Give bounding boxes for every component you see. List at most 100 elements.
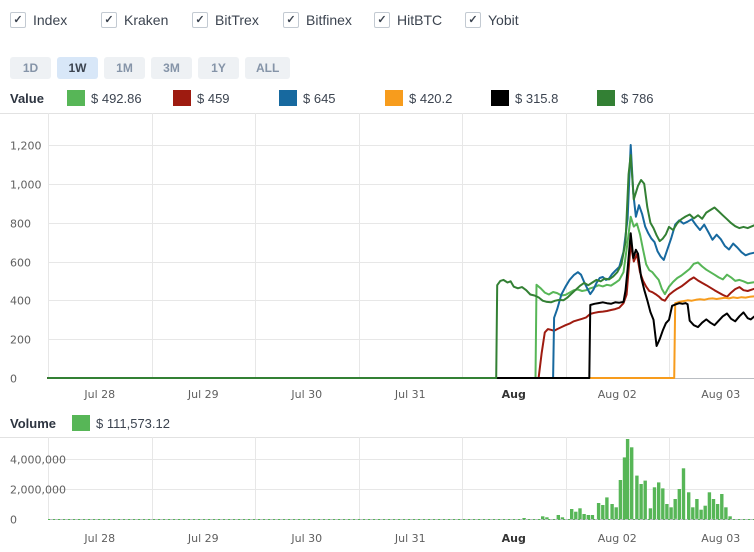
time-range-toolbar: 1D 1W 1M 3M 1Y ALL — [10, 57, 291, 79]
svg-text:Jul 29: Jul 29 — [187, 532, 219, 545]
checkbox-bitfinex[interactable]: ✓ Bitfinex — [283, 12, 374, 28]
volume-bar — [669, 507, 673, 519]
svg-text:Jul 30: Jul 30 — [290, 388, 322, 401]
volume-bar — [622, 457, 627, 519]
main-chart-grid — [0, 113, 754, 379]
legend-item-hitbtc: $ 315.8 — [491, 90, 597, 106]
volume-bar — [648, 508, 653, 519]
checkbox-label: Kraken — [124, 12, 169, 28]
volume-bar — [711, 499, 716, 519]
volume-bar — [643, 480, 647, 519]
series-line-BitTrex — [47, 144, 754, 379]
checkbox-index[interactable]: ✓ Index — [10, 12, 101, 28]
checkbox-label: Yobit — [488, 12, 519, 28]
svg-text:600: 600 — [10, 257, 31, 270]
checkbox-label: Index — [33, 12, 68, 28]
volume-swatch-icon — [72, 415, 90, 431]
volume-bar — [695, 499, 699, 519]
legend-item-bitfinex: $ 420.2 — [385, 90, 491, 106]
volume-bar — [720, 494, 724, 520]
series-line-Bitfinex — [47, 295, 754, 379]
checkbox-hitbtc[interactable]: ✓ HitBTC — [374, 12, 465, 28]
svg-text:Aug 02: Aug 02 — [598, 532, 637, 545]
checkbox-checked-icon[interactable]: ✓ — [101, 12, 117, 28]
legend-item-volume: $ 111,573.12 — [72, 415, 178, 431]
checkbox-label: BitTrex — [215, 12, 259, 28]
volume-bar — [707, 492, 712, 519]
volume-bar — [681, 468, 686, 519]
volume-bar — [614, 507, 618, 519]
svg-text:Jul 28: Jul 28 — [83, 388, 115, 401]
value-legend-title: Value — [10, 90, 44, 106]
svg-text:0: 0 — [10, 373, 17, 386]
svg-text:0: 0 — [10, 514, 17, 527]
svg-text:Aug 02: Aug 02 — [598, 388, 637, 401]
series-value: $ 786 — [621, 90, 654, 106]
range-button-3m[interactable]: 3M — [151, 57, 192, 79]
volume-bar — [590, 515, 595, 519]
volume-bars — [522, 439, 732, 520]
svg-text:4,000,000: 4,000,000 — [10, 454, 66, 467]
volume-legend-title: Volume — [10, 415, 56, 431]
volume-bar — [630, 447, 634, 519]
volume-bar — [673, 499, 677, 519]
series-value: $ 492.86 — [91, 90, 142, 106]
series-value: $ 459 — [197, 90, 230, 106]
svg-text:Jul 31: Jul 31 — [394, 532, 426, 545]
series-swatch-icon — [279, 90, 297, 106]
series-swatch-icon — [173, 90, 191, 106]
checkbox-yobit[interactable]: ✓ Yobit — [465, 12, 556, 28]
volume-bar — [677, 489, 681, 519]
checkbox-label: HitBTC — [397, 12, 443, 28]
svg-text:Aug: Aug — [502, 532, 526, 545]
main-chart[interactable]: 0 200 400 600 800 1,000 1,200 Jul 28 Jul 29 Jul 3… — [0, 110, 754, 404]
volume-bar — [715, 504, 720, 519]
range-button-1w[interactable]: 1W — [57, 57, 98, 79]
svg-text:1,200: 1,200 — [10, 140, 42, 153]
checkbox-kraken[interactable]: ✓ Kraken — [101, 12, 192, 28]
volume-bar — [687, 492, 691, 519]
volume-value: $ 111,573.12 — [96, 415, 170, 431]
volume-bar — [661, 488, 665, 519]
volume-bar — [625, 439, 630, 519]
volume-bar — [545, 517, 549, 519]
checkbox-bittrex[interactable]: ✓ BitTrex — [192, 12, 283, 28]
svg-text:Aug 03: Aug 03 — [701, 532, 740, 545]
checkbox-checked-icon[interactable]: ✓ — [465, 12, 481, 28]
checkbox-checked-icon[interactable]: ✓ — [374, 12, 390, 28]
volume-bar — [582, 514, 586, 519]
series-value: $ 315.8 — [515, 90, 559, 106]
checkbox-checked-icon[interactable]: ✓ — [283, 12, 299, 28]
volume-bar — [610, 504, 614, 519]
series-swatch-icon — [67, 90, 85, 106]
volume-bar — [601, 505, 605, 519]
volume-bar — [556, 515, 560, 519]
series-swatch-icon — [491, 90, 509, 106]
checkbox-checked-icon[interactable]: ✓ — [192, 12, 208, 28]
svg-text:2,000,000: 2,000,000 — [10, 484, 66, 497]
volume-bar — [605, 497, 609, 519]
volume-bar — [728, 516, 732, 519]
volume-bar — [570, 509, 574, 520]
volume-bar — [635, 475, 639, 519]
volume-bar — [639, 484, 643, 519]
volume-bar — [541, 516, 545, 519]
volume-bar — [703, 505, 707, 519]
volume-bar — [691, 507, 695, 519]
range-button-1m[interactable]: 1M — [104, 57, 145, 79]
checkbox-checked-icon[interactable]: ✓ — [10, 12, 26, 28]
series-value: $ 420.2 — [409, 90, 453, 106]
volume-bar — [596, 503, 601, 520]
range-button-all[interactable]: ALL — [245, 57, 291, 79]
value-legend: Value $ 492.86 $ 459 $ 645 $ 420.2 $ 315… — [10, 89, 703, 107]
legend-item-index: $ 492.86 — [67, 90, 173, 106]
range-button-1d[interactable]: 1D — [10, 57, 51, 79]
svg-text:Jul 29: Jul 29 — [187, 388, 219, 401]
main-chart-x-labels: Jul 28 Jul 29 Jul 30 Jul 31 Aug Aug 02 Aug 03 — [83, 388, 740, 401]
volume-bar — [586, 515, 590, 519]
volume-bar — [522, 518, 526, 519]
volume-bar — [618, 480, 623, 519]
range-button-1y[interactable]: 1Y — [198, 57, 239, 79]
